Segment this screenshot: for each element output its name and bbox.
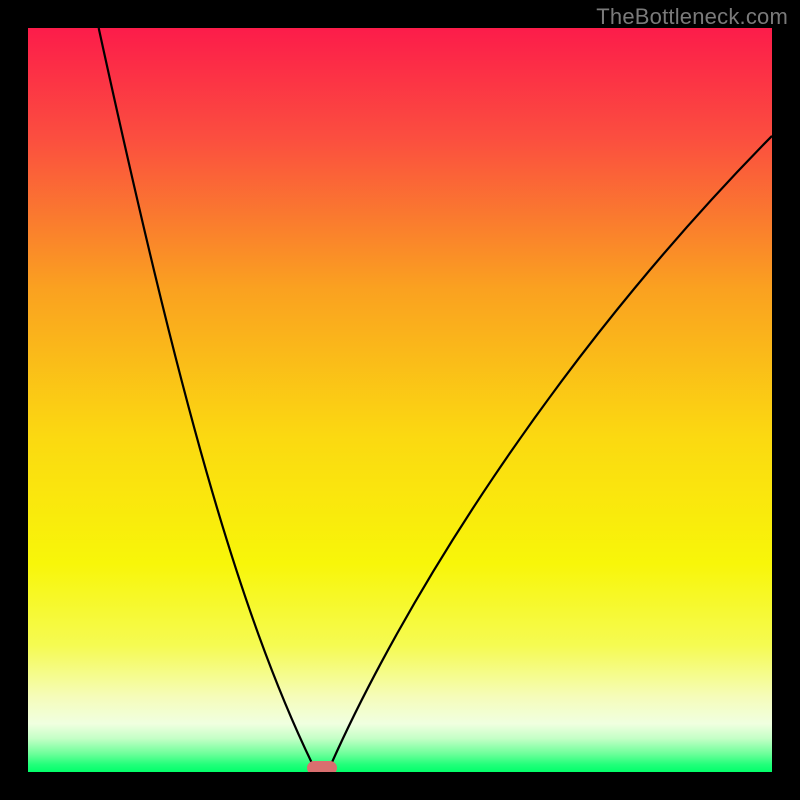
chart-container: TheBottleneck.com: [0, 0, 800, 800]
curve-right-branch: [329, 136, 772, 768]
plot-area: [28, 28, 772, 772]
curve-layer: [28, 28, 772, 772]
curve-left-branch: [99, 28, 315, 768]
minimum-marker: [307, 761, 337, 772]
watermark-text: TheBottleneck.com: [596, 4, 788, 30]
